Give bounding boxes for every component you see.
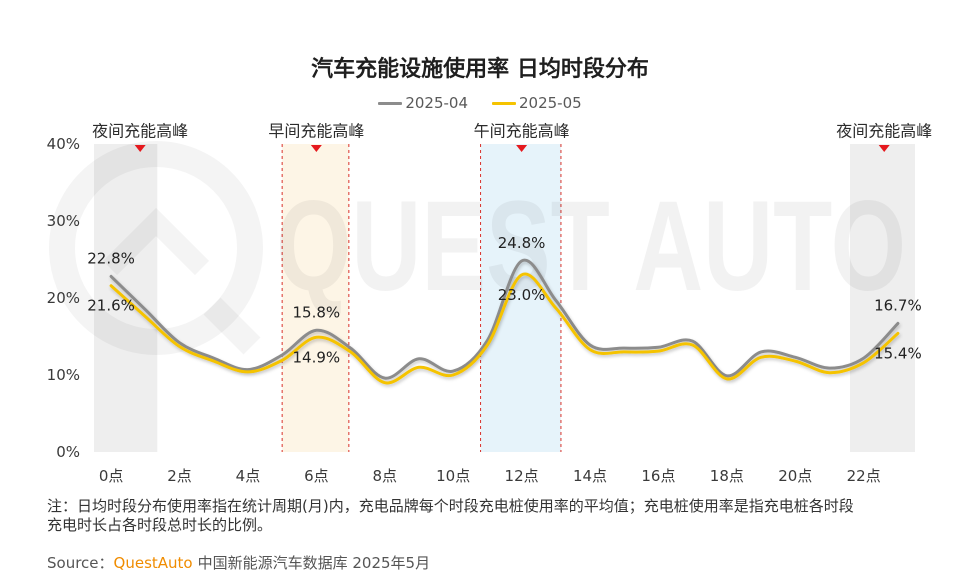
data-point-2025-04-23	[895, 320, 901, 326]
x-tick-label: 4点	[236, 467, 261, 485]
data-label-2025-05: 23.0%	[498, 286, 546, 304]
legend-item-2025-04: 2025-04	[378, 94, 468, 112]
y-tick-label: 10%	[47, 366, 80, 384]
data-point-2025-05-20	[792, 358, 798, 364]
data-point-2025-04-1	[142, 307, 148, 313]
footnote-line: 注：日均时段分布使用率指在统计周期(月)内，充电品牌每个时段充电桩使用率的平均值…	[47, 497, 854, 515]
source-label: Source：	[47, 554, 114, 572]
data-point-2025-05-0	[108, 283, 114, 289]
source-text: 中国新能源汽车数据库 2025年5月	[197, 554, 431, 572]
legend-item-2025-05: 2025-05	[492, 94, 582, 112]
data-point-2025-05-1	[142, 314, 148, 320]
data-point-2025-04-19	[758, 349, 764, 355]
data-point-2025-05-10	[450, 372, 456, 378]
x-tick-label: 18点	[710, 467, 744, 485]
data-point-2025-05-12	[519, 272, 525, 278]
watermark-ring-icon	[49, 141, 263, 355]
data-point-2025-05-15	[621, 349, 627, 355]
data-label-2025-05: 14.9%	[293, 348, 341, 366]
x-tick-label: 10点	[436, 467, 470, 485]
data-point-2025-04-12	[519, 258, 525, 264]
legend-label: 2025-04	[405, 94, 468, 112]
peak-marker-triangle-icon	[878, 145, 890, 152]
x-tick-label: 12点	[505, 467, 539, 485]
x-tick-label: 14点	[573, 467, 607, 485]
series-lines	[108, 258, 901, 386]
peak-marker-triangle-icon	[516, 145, 528, 152]
peak-band-label: 夜间充能高峰	[92, 122, 188, 141]
x-tick-label: 16点	[641, 467, 675, 485]
data-point-2025-04-6	[313, 327, 319, 333]
footnote: 注：日均时段分布使用率指在统计周期(月)内，充电品牌每个时段充电桩使用率的平均值…	[47, 497, 854, 535]
data-point-2025-05-7	[348, 349, 354, 355]
data-point-2025-05-22	[861, 360, 867, 366]
data-point-2025-05-5	[279, 357, 285, 363]
data-point-2025-04-5	[279, 352, 285, 358]
data-point-2025-05-23	[895, 330, 901, 336]
peak-band	[282, 144, 349, 452]
watermark-text: QUEST AUTO	[276, 175, 906, 318]
peak-band-label: 早间充能高峰	[268, 122, 364, 141]
data-point-2025-05-4	[245, 369, 251, 375]
data-point-2025-05-11	[484, 342, 490, 348]
peak-band-label: 夜间充能高峰	[836, 122, 932, 141]
x-tick-label: 20点	[778, 467, 812, 485]
y-tick-label: 0%	[56, 443, 80, 461]
data-point-2025-05-3	[211, 358, 217, 364]
data-label-2025-05: 21.6%	[87, 297, 135, 315]
y-tick-label: 20%	[47, 289, 80, 307]
source-brand: QuestAuto	[113, 554, 193, 572]
source-line: Source：QuestAuto 中国新能源汽车数据库 2025年5月	[47, 554, 430, 573]
data-point-2025-05-6	[313, 334, 319, 340]
data-point-2025-04-0	[108, 273, 114, 279]
peak-band-labels: 夜间充能高峰 早间充能高峰 午间充能高峰 夜间充能高峰	[92, 122, 932, 152]
peak-marker-triangle-icon	[134, 145, 146, 152]
peak-band	[850, 144, 915, 452]
data-label-2025-04: 22.8%	[87, 249, 135, 267]
y-axis: 0% 10% 20% 30% 40%	[47, 135, 80, 461]
x-tick-label: 0点	[99, 467, 124, 485]
data-point-2025-05-9	[416, 364, 422, 370]
watermark: QUEST AUTO	[49, 141, 906, 355]
data-point-2025-05-14	[587, 347, 593, 353]
legend-label: 2025-05	[519, 94, 582, 112]
data-point-2025-05-21	[827, 370, 833, 376]
line-chart: QUEST AUTO 夜间充能高峰 早间充能高峰 午间充能高峰 夜间充能高峰 0% 10…	[47, 122, 933, 486]
watermark-logo	[49, 141, 263, 355]
data-label-2025-04: 15.8%	[293, 303, 341, 321]
footnote-line: 充电时长占各时段总时长的比例。	[47, 516, 273, 534]
data-point-2025-04-9	[416, 356, 422, 362]
peak-band-label: 午间充能高峰	[474, 122, 570, 141]
x-tick-label: 6点	[304, 467, 329, 485]
data-point-2025-05-13	[553, 305, 559, 311]
watermark-roof-icon	[102, 207, 210, 276]
y-tick-label: 40%	[47, 135, 80, 153]
x-tick-label: 22点	[847, 467, 881, 485]
series-line-2025-05	[109, 272, 900, 385]
watermark-tail-icon	[203, 297, 261, 355]
x-axis: 0点 2点 4点 6点 8点 10点 12点 14点 16点 18点 20点 22点	[99, 467, 881, 485]
data-point-2025-05-2	[177, 344, 183, 350]
data-point-2025-05-8	[382, 380, 388, 386]
data-point-2025-05-18	[724, 376, 730, 382]
data-label-2025-04: 16.7%	[874, 296, 922, 314]
data-label-2025-04: 24.8%	[498, 234, 546, 252]
peak-marker-triangle-icon	[310, 145, 322, 152]
data-label-2025-05: 15.4%	[874, 344, 922, 362]
data-point-2025-05-19	[758, 354, 764, 360]
data-point-2025-04-13	[553, 297, 559, 303]
legend-swatch	[492, 101, 516, 105]
data-point-2025-05-17	[690, 342, 696, 348]
x-tick-label: 2点	[167, 467, 192, 485]
data-point-2025-05-16	[655, 348, 661, 354]
legend-swatch	[378, 101, 403, 105]
y-tick-label: 30%	[47, 212, 80, 230]
x-tick-label: 8点	[372, 467, 397, 485]
data-labels: 22.8% 15.8% 24.8% 16.7% 21.6% 14.9% 23.0% 15.4%	[87, 234, 921, 366]
chart-title: 汽车充能设施使用率 日均时段分布	[311, 57, 649, 82]
series-line-2025-04	[109, 258, 900, 380]
legend: 2025-04 2025-05	[0, 93, 960, 113]
